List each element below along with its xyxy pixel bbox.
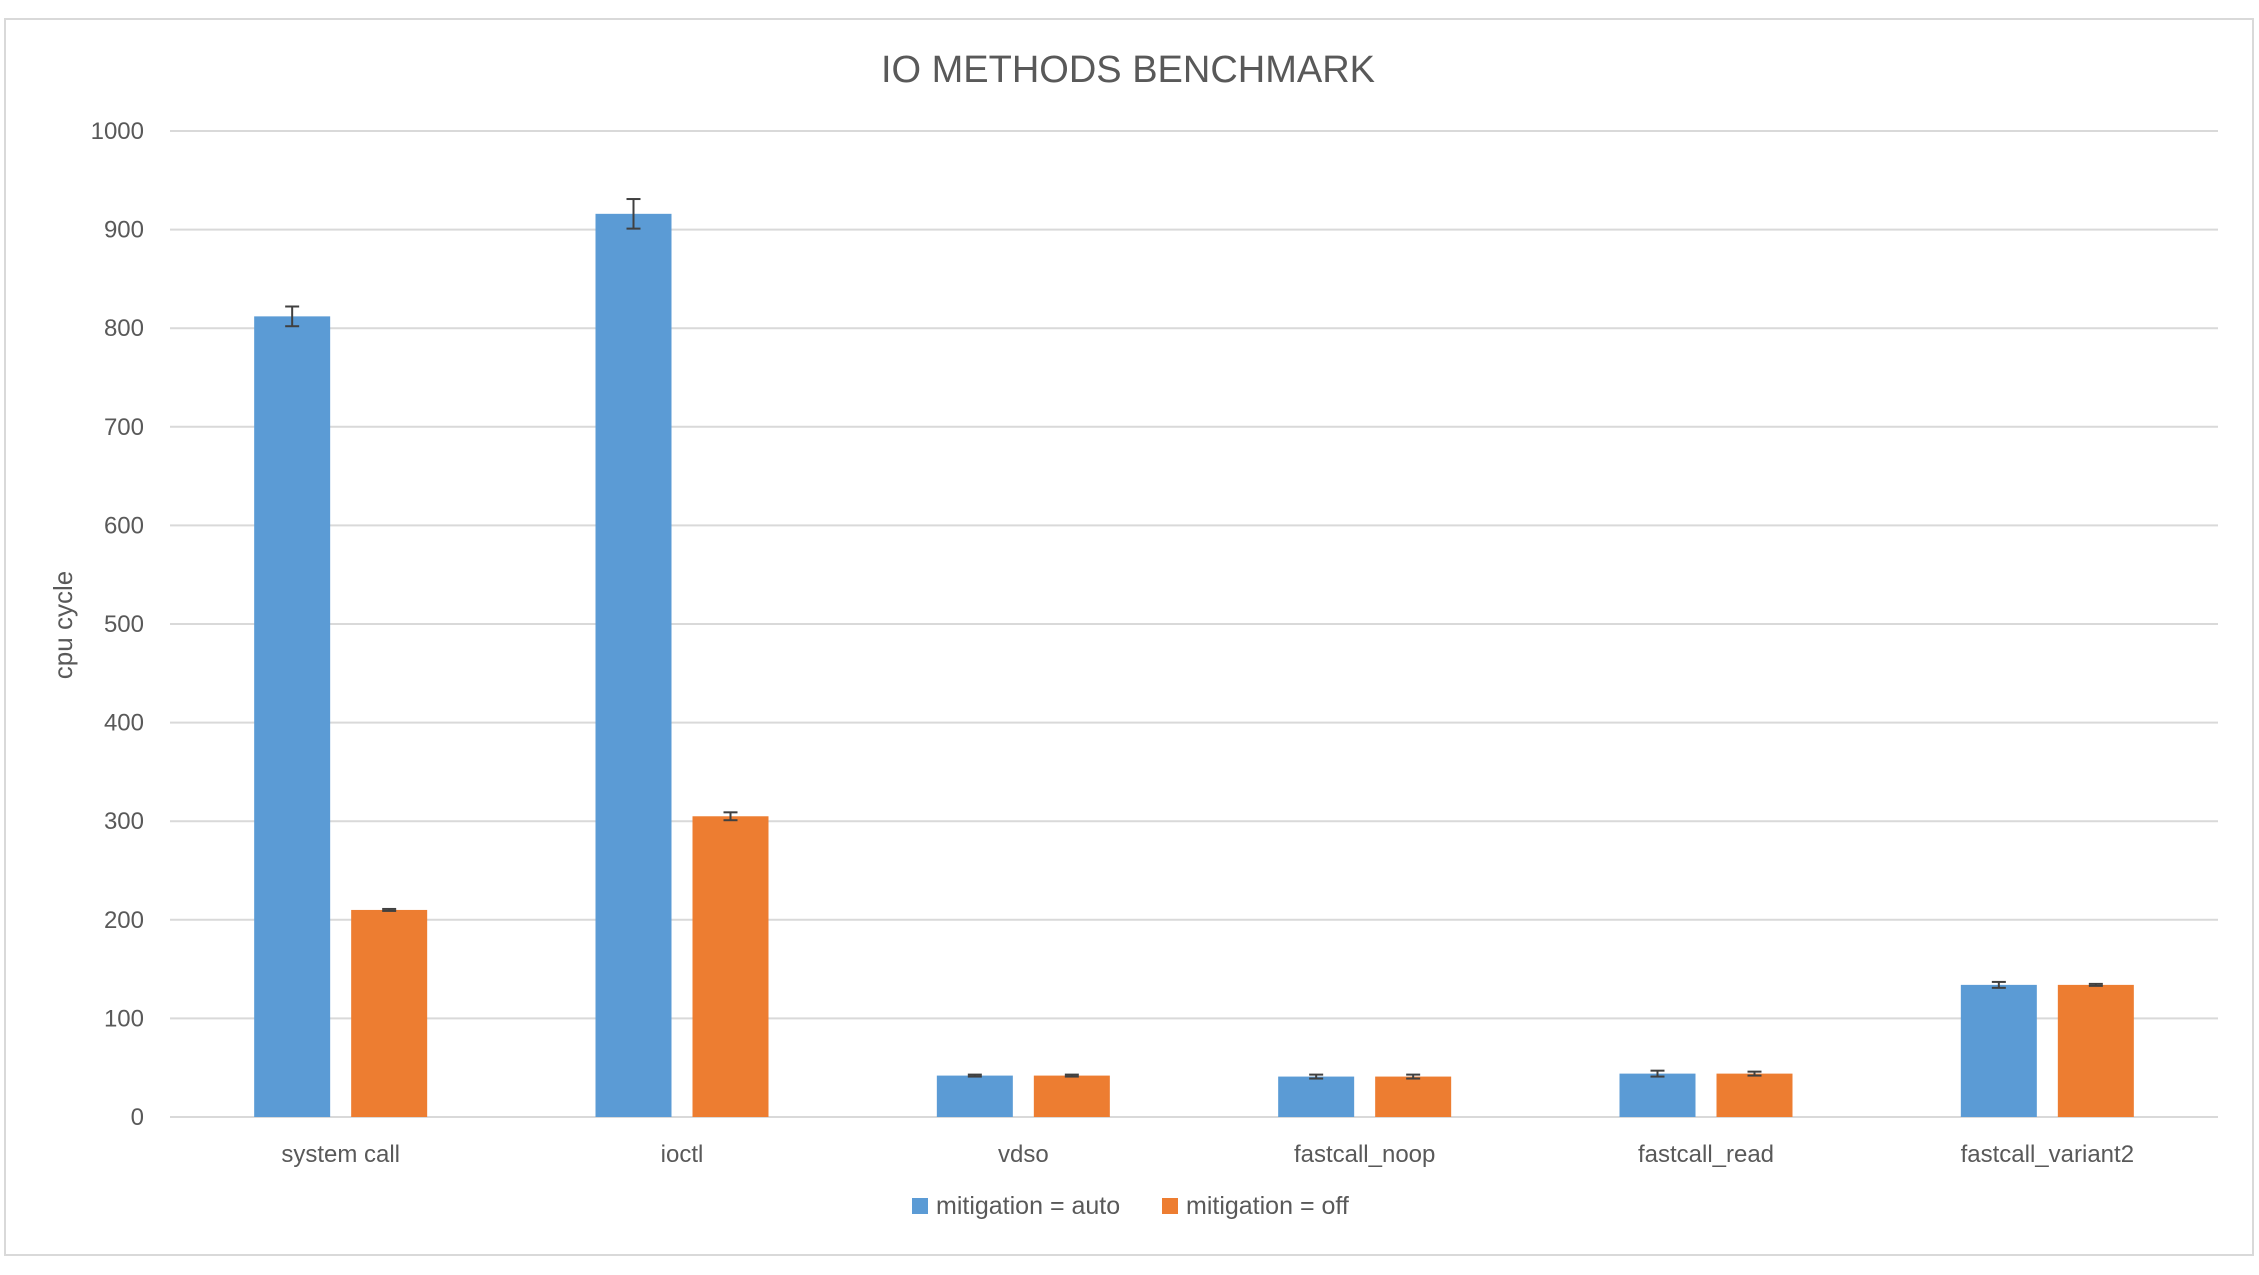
x-axis-ticks: system call ioctl vdso fastcall_noop fastcal… xyxy=(281,1141,2134,1168)
error-bar xyxy=(1991,980,2006,989)
legend: mitigation = auto mitigation = off xyxy=(912,1192,1349,1220)
y-axis-label: cpu cycle xyxy=(48,571,78,679)
chart-title: IO METHODS BENCHMARK xyxy=(881,49,1375,91)
bar-mitigation-off xyxy=(351,909,428,1117)
error-bar xyxy=(1406,1073,1421,1080)
error-bar xyxy=(626,198,641,230)
error-bar xyxy=(967,1073,982,1078)
y-tick-label: 1000 xyxy=(91,118,144,145)
x-tick-label: ioctl xyxy=(661,1141,704,1168)
x-tick-label: vdso xyxy=(998,1141,1049,1168)
legend-label: mitigation = off xyxy=(1186,1192,1349,1220)
y-tick-label: 400 xyxy=(104,710,144,737)
gridlines xyxy=(170,130,2218,1118)
x-tick-label: fastcall_variant2 xyxy=(1961,1141,2134,1168)
y-tick-label: 0 xyxy=(131,1104,144,1131)
bar-mitigation-off xyxy=(1033,1075,1110,1117)
x-tick-label: fastcall_read xyxy=(1638,1141,1774,1168)
legend-swatch xyxy=(912,1198,928,1214)
bar-mitigation-auto xyxy=(1619,1073,1696,1117)
error-bar xyxy=(285,305,300,328)
bar-mitigation-off xyxy=(2057,984,2134,1117)
bar-mitigation-auto xyxy=(936,1075,1013,1117)
bar-mitigation-auto xyxy=(595,213,672,1118)
error-bar xyxy=(723,811,738,822)
bars xyxy=(254,198,2134,1118)
y-tick-label: 300 xyxy=(104,808,144,835)
bar-mitigation-auto xyxy=(1960,984,2037,1117)
y-tick-label: 700 xyxy=(104,414,144,441)
y-tick-label: 800 xyxy=(104,315,144,342)
error-bar xyxy=(382,907,397,912)
y-tick-label: 600 xyxy=(104,512,144,539)
bar-mitigation-off xyxy=(1716,1073,1793,1117)
bar-mitigation-off xyxy=(1375,1076,1452,1117)
error-bar xyxy=(1650,1069,1665,1078)
error-bar xyxy=(1747,1070,1762,1077)
error-bar xyxy=(2088,982,2103,987)
y-tick-label: 100 xyxy=(104,1005,144,1032)
y-tick-label: 900 xyxy=(104,217,144,244)
x-tick-label: system call xyxy=(281,1141,400,1168)
bar-mitigation-off xyxy=(692,816,769,1117)
legend-swatch xyxy=(1162,1198,1178,1214)
legend-label: mitigation = auto xyxy=(936,1192,1120,1220)
y-tick-label: 200 xyxy=(104,907,144,934)
x-tick-label: fastcall_noop xyxy=(1294,1141,1435,1168)
error-bar xyxy=(1064,1073,1079,1078)
y-tick-label: 500 xyxy=(104,611,144,638)
y-axis-ticks: 0 100 200 300 400 500 600 700 800 900 1000 xyxy=(91,118,144,1131)
error-bar xyxy=(1309,1073,1324,1080)
bar-mitigation-auto xyxy=(1278,1076,1355,1117)
bar-mitigation-auto xyxy=(254,316,331,1117)
